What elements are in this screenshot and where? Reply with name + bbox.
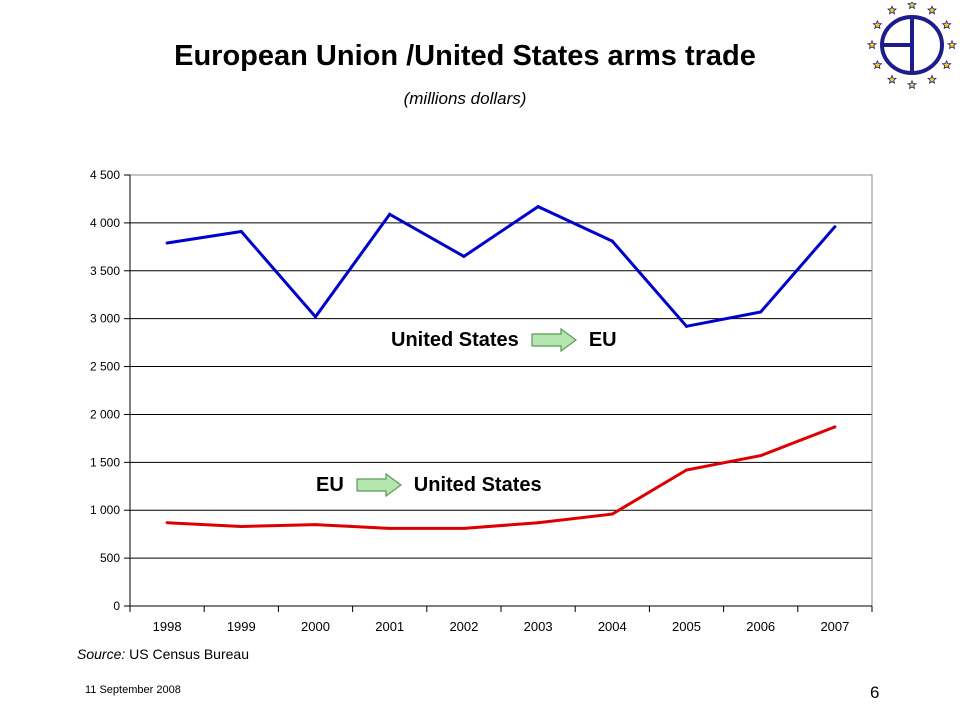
series-line-2 [167,425,836,530]
data-point [610,512,614,516]
data-point [165,241,169,245]
data-point [388,212,392,216]
annotation-from-label: United States [391,328,519,351]
eu-star-circle-logo-icon [867,2,957,90]
right-arrow-icon [531,328,577,352]
star-icon [927,74,937,84]
y-tick-label: 2 500 [90,360,120,374]
x-tick-label: 2002 [449,619,478,634]
x-tick-label: 2003 [524,619,553,634]
slide-subtitle: (millions dollars) [403,89,527,108]
data-point [388,526,392,530]
page-number: 6 [870,683,880,702]
data-point [462,526,466,530]
star-icon [867,39,877,50]
star-icon [887,5,897,15]
star-icon [872,19,883,30]
data-point [610,239,614,243]
annotation-to-label: EU [588,328,617,351]
x-tick-label: 2004 [598,619,627,634]
x-tick-label: 1998 [153,619,182,634]
star-icon [872,59,883,70]
source-text: US Census Bureau [125,646,249,662]
data-point [239,230,243,234]
x-tick-label: 2005 [672,619,701,634]
star-icon [947,39,957,50]
annotation-eu-to-us: EU United States [316,473,542,497]
chart-axes [129,174,873,607]
source-label: Source: [77,646,126,662]
x-tick-label: 2000 [301,619,330,634]
star-icon [927,5,937,15]
star-icon [907,2,917,10]
x-tick-label: 2001 [375,619,404,634]
x-tick-label: 2006 [746,619,775,634]
data-point [314,523,317,527]
data-point [759,310,763,314]
series-line-1 [166,204,837,328]
x-tick-label: 2007 [820,619,849,634]
plot-area-border [129,174,873,607]
data-point [685,324,688,328]
y-tick-label: 4 000 [90,216,120,230]
x-tick-label: 1999 [227,619,256,634]
data-point [833,425,837,429]
annotation-to-label: United States [413,473,542,496]
y-tick-label: 1 000 [90,503,120,517]
data-point [759,454,763,458]
y-tick-label: 0 [113,599,120,613]
annotation-from-label: EU [316,473,344,496]
star-icon [941,19,952,30]
data-point [239,525,243,529]
star-icon [941,59,952,70]
x-axis-ticks: 1998 1999 2000 2001 2002 2003 2004 2005 2006 2007 [129,606,873,634]
annotation-us-to-eu: United States EU [391,328,617,352]
data-point [536,521,540,525]
data-point [833,225,837,229]
star-icon [887,74,897,84]
y-tick-label: 1 500 [90,455,120,469]
data-point [165,521,169,525]
slide-title: European Union /United States arms trade [174,40,756,72]
y-tick-label: 500 [100,551,120,565]
series-lines [165,204,837,530]
y-tick-label: 3 500 [90,264,120,278]
y-axis-ticks: 0 500 1 000 1 500 2 000 2 500 3 000 3 500 4 000 4… [90,168,130,613]
y-tick-label: 4 500 [90,168,120,182]
data-point [685,468,688,472]
y-tick-label: 3 000 [90,312,120,326]
footer-date: 11 September 2008 [85,684,181,696]
data-point [314,315,317,319]
data-point [536,205,540,209]
right-arrow-icon [356,473,402,497]
data-point [462,254,466,258]
source-note: Source: US Census Bureau [77,646,249,662]
star-icon [907,79,917,90]
y-tick-label: 2 000 [90,407,120,421]
